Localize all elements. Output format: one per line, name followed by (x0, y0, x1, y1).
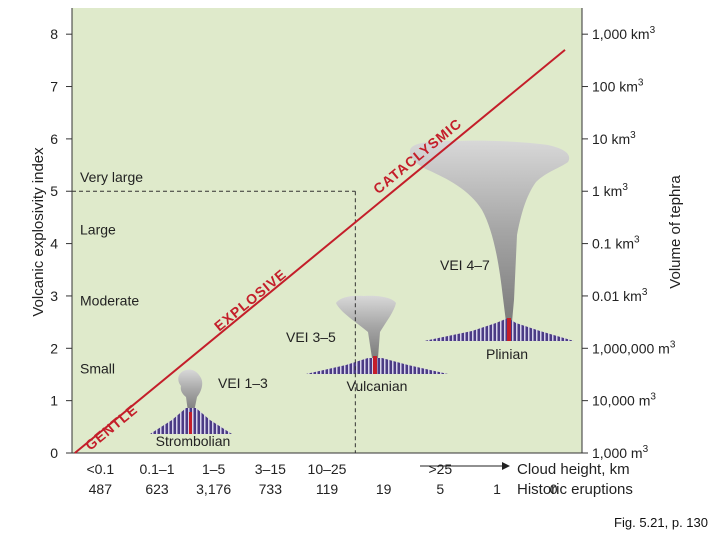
y-axis-label-left: Volcanic explosivity index (30, 147, 47, 317)
left-tick-label: 3 (50, 288, 58, 304)
historic-eruption-count: 733 (259, 481, 283, 497)
right-tick-label: 0.1 km3 (592, 235, 640, 252)
cloud-height-category: <0.1 (87, 461, 115, 477)
strombolian-label: Strombolian (156, 433, 231, 449)
historic-eruption-count: 1 (493, 481, 501, 497)
cloud-height-category: >25 (428, 461, 452, 477)
right-axis-ticks: 1,000 m3 10,000 m3 1,000,000 m3 0.01 km3 0.1… (582, 25, 676, 461)
right-tick-label: 0.01 km3 (592, 287, 648, 304)
cloud-height-category: 1–5 (202, 461, 226, 477)
size-class-label: Small (80, 360, 115, 376)
cloud-height-categories: <0.1 0.1–1 1–5 3–15 10–25 >25 (87, 461, 453, 477)
historic-eruption-count: 119 (316, 481, 339, 497)
plinian-label: Plinian (486, 346, 528, 362)
plinian-vei-label: VEI 4–7 (440, 257, 490, 273)
vulcanian-vei-label: VEI 3–5 (286, 329, 336, 345)
right-tick-label: 10 km3 (592, 130, 636, 147)
size-class-label: Very large (80, 169, 143, 185)
y-axis-label-right: Volume of tephra (667, 175, 684, 289)
cloud-height-arrow (420, 462, 510, 470)
left-tick-label: 2 (50, 340, 58, 356)
historic-eruption-counts: 487 623 3,176 733 119 19 5 1 0 (89, 481, 558, 497)
strombolian-vei-label: VEI 1–3 (218, 375, 268, 391)
historic-eruption-count: 3,176 (196, 481, 231, 497)
historic-eruption-count: 19 (376, 481, 392, 497)
left-tick-label: 7 (50, 79, 58, 95)
cloud-height-category: 3–15 (255, 461, 286, 477)
left-tick-label: 1 (50, 393, 58, 409)
right-tick-label: 1,000 m3 (592, 444, 649, 461)
right-tick-label: 1 km3 (592, 182, 628, 199)
right-tick-label: 1,000,000 m3 (592, 339, 676, 356)
historic-eruption-count: 487 (89, 481, 113, 497)
historic-eruptions-label: Historic eruptions (517, 481, 633, 498)
left-tick-label: 6 (50, 131, 58, 147)
cloud-height-category: 0.1–1 (139, 461, 174, 477)
historic-eruption-count: 0 (550, 481, 558, 497)
size-class-labels: Very large Large Moderate Small (80, 169, 143, 376)
size-class-label: Large (80, 222, 116, 238)
size-class-label: Moderate (80, 292, 139, 308)
cloud-height-label: Cloud height, km (517, 461, 630, 478)
left-tick-label: 8 (50, 26, 58, 42)
left-tick-label: 5 (50, 183, 58, 199)
historic-eruption-count: 623 (145, 481, 169, 497)
left-tick-label: 0 (50, 445, 58, 461)
right-tick-label: 1,000 km3 (592, 25, 656, 42)
strombolian-illustration (150, 369, 232, 434)
vulcanian-illustration (306, 295, 448, 374)
historic-eruption-count: 5 (436, 481, 444, 497)
figure-caption: Fig. 5.21, p. 130 (614, 515, 708, 530)
left-tick-label: 4 (50, 236, 58, 252)
cloud-height-category: 10–25 (308, 461, 347, 477)
right-tick-label: 10,000 m3 (592, 392, 656, 409)
right-tick-label: 100 km3 (592, 78, 644, 95)
left-axis-ticks: 0 1 2 3 4 5 6 7 8 (50, 26, 72, 461)
vulcanian-label: Vulcanian (347, 378, 408, 394)
plinian-illustration (409, 140, 574, 341)
explosivity-line (74, 49, 566, 454)
